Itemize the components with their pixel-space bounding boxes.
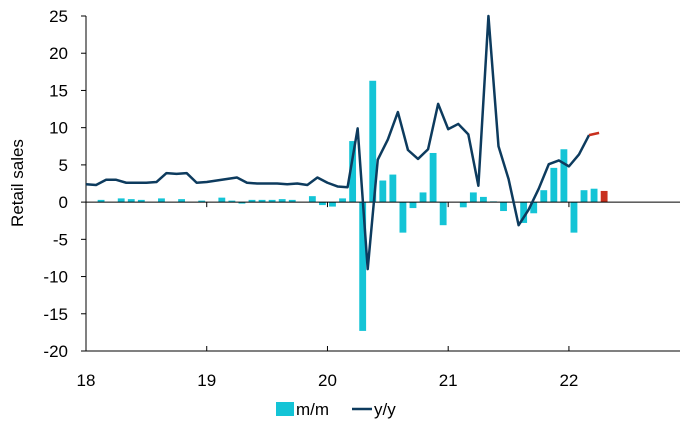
bar-mm: [158, 198, 165, 203]
bar-mm: [379, 180, 387, 203]
bar-mm: [540, 190, 548, 203]
x-tick-label: 21: [439, 371, 458, 390]
bar-mm: [339, 198, 346, 203]
y-tick-label: 15: [49, 81, 68, 100]
y-tick-label: -20: [43, 342, 68, 361]
bar-mm: [550, 167, 558, 203]
bar-mm: [439, 202, 447, 226]
bar-mm: [248, 199, 256, 203]
bar-mm: [308, 196, 316, 203]
x-tick-label: 22: [559, 371, 578, 390]
axes-layer: [81, 15, 680, 352]
bar-mm: [178, 199, 185, 203]
line-yy: [85, 14, 591, 271]
bar-mm: [600, 190, 608, 203]
y-tick-label: 20: [49, 44, 68, 63]
bar-mm: [359, 202, 367, 331]
x-tick-label: 20: [318, 371, 337, 390]
bar-mm: [218, 197, 226, 203]
y-tick-label: -5: [53, 230, 68, 249]
bar-mm: [349, 141, 357, 203]
legend-label-mm: m/m: [296, 400, 329, 419]
y-tick-label: -10: [43, 268, 68, 287]
bar-mm: [97, 199, 105, 203]
line-layer: [85, 14, 600, 271]
y-tick-label: 10: [49, 119, 68, 138]
y-tick-label: 5: [59, 156, 68, 175]
bar-mm: [288, 199, 296, 203]
x-tick-label: 19: [197, 371, 216, 390]
bar-mm: [329, 202, 336, 207]
bar-mm: [319, 202, 326, 206]
bar-mm: [268, 199, 276, 203]
legend-swatch-mm: [276, 402, 294, 416]
bar-mm: [137, 199, 145, 203]
y-tick-label: -15: [43, 305, 68, 324]
bar-mm: [258, 199, 266, 203]
legend: m/m y/y: [276, 400, 396, 419]
legend-label-yy: y/y: [374, 400, 396, 419]
bar-mm: [127, 199, 135, 203]
bar-mm: [580, 190, 588, 203]
bar-mm: [117, 198, 125, 203]
bar-mm: [500, 202, 507, 212]
bar-mm: [429, 152, 437, 203]
bar-mm: [570, 202, 578, 233]
bar-mm: [278, 199, 286, 203]
bar-mm: [479, 196, 487, 203]
bar-mm: [590, 188, 598, 203]
bar-mm: [530, 202, 538, 214]
x-tick-label: 18: [77, 371, 96, 390]
bar-mm: [459, 202, 467, 208]
bars-layer: [97, 80, 608, 331]
line-yy-latest: [588, 131, 600, 137]
bar-mm: [560, 149, 568, 203]
bar-mm: [469, 192, 477, 203]
bar-mm: [409, 202, 417, 209]
bar-mm: [369, 80, 377, 203]
y-tick-label: 25: [49, 7, 68, 26]
bar-mm: [389, 174, 397, 203]
bar-mm: [520, 202, 528, 223]
bar-mm: [198, 200, 206, 203]
bar-mm: [228, 200, 236, 203]
y-axis-title: Retail sales: [8, 139, 27, 227]
bar-mm: [238, 202, 246, 204]
labels-layer: 25 20 15 10 5 0 -5 -10 -15 -20 18 19 20 21 22: [43, 7, 578, 390]
bar-mm: [399, 202, 407, 233]
bar-mm: [419, 192, 427, 203]
y-tick-label: 0: [59, 193, 68, 212]
